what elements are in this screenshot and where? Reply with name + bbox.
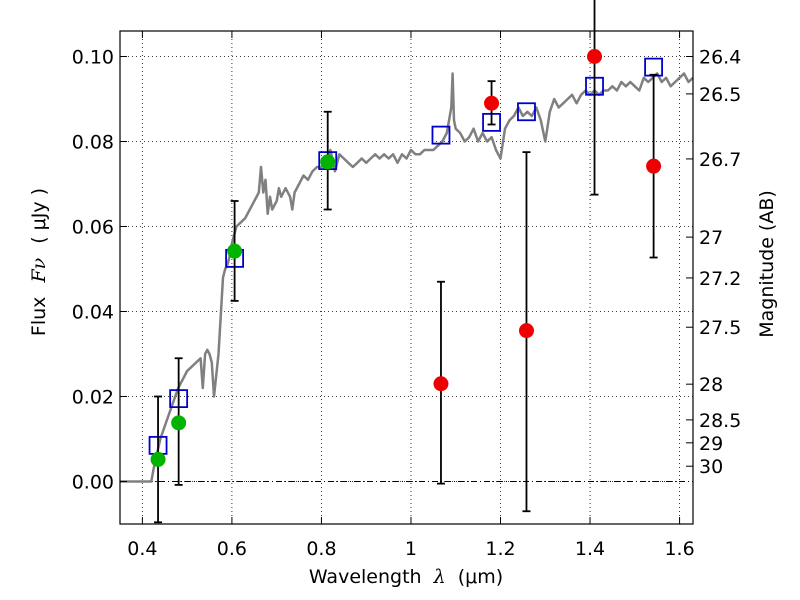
green-data-point <box>150 451 166 467</box>
right-tick-label: 28 <box>699 374 723 396</box>
right-tick-label: 27.2 <box>699 268 741 290</box>
x-tick-label: 1.6 <box>664 538 694 560</box>
x-tick-label: 0.6 <box>217 538 247 560</box>
red-data-point <box>646 158 662 174</box>
photometry-points-layer <box>150 49 662 467</box>
red-data-point <box>484 95 500 111</box>
right-tick-label: 26.5 <box>699 84 741 106</box>
model-photometry-square <box>517 102 536 122</box>
red-data-point <box>433 376 449 392</box>
right-tick-label: 26.4 <box>699 47 741 69</box>
y-tick-label: 0.06 <box>72 217 114 239</box>
right-tick-label: 28.5 <box>699 410 741 432</box>
y-axis-label-symbol: Fν <box>28 257 50 283</box>
y-tick-label: 0.04 <box>72 302 114 324</box>
x-axis-label-symbol: λ <box>433 566 446 588</box>
red-data-point <box>518 323 534 339</box>
plot-frame <box>119 30 694 525</box>
right-tick-label: 27.5 <box>699 317 741 339</box>
model-photometry-square <box>431 125 451 145</box>
green-data-point <box>171 415 187 431</box>
green-data-point <box>227 243 243 259</box>
right-tick-label: 29 <box>699 433 723 455</box>
y-tick-label: 0.10 <box>72 47 114 69</box>
x-tick-label: 1.2 <box>485 538 515 560</box>
grid-lines <box>120 31 693 524</box>
right-tick-label: 30 <box>699 456 723 478</box>
y-tick-label: 0.00 <box>72 472 114 494</box>
model-sed-layer <box>120 72 694 483</box>
x-axis-label-text: Wavelength <box>309 566 422 588</box>
x-tick-label: 0.4 <box>127 538 157 560</box>
model-photometry-layer <box>148 57 664 455</box>
y-axis-label: Flux Fν ( μJy ) <box>28 188 50 336</box>
y-axis-label-units: ( μJy ) <box>28 188 50 244</box>
x-tick-label: 1.4 <box>575 538 605 560</box>
right-tick-label: 26.7 <box>699 149 741 171</box>
x-axis-label: Wavelength λ (μm) <box>309 566 503 588</box>
green-data-point <box>320 154 336 170</box>
x-tick-label: 0.8 <box>306 538 336 560</box>
right-axis-label: Magnitude (AB) <box>756 190 778 338</box>
axis-ticks: 0.4 0.6 0.8 1 1.2 1.4 1.6 0.00 0.02 0.04 0.06 0.08 0… <box>72 31 741 560</box>
y-axis-label-text: Flux <box>28 297 50 337</box>
x-tick-label: 1 <box>405 538 417 560</box>
model-sed-line <box>120 72 694 483</box>
red-data-point <box>587 49 603 64</box>
model-photometry-square <box>644 57 664 77</box>
y-tick-label: 0.08 <box>72 132 114 154</box>
x-axis-label-units: (μm) <box>458 566 503 588</box>
y-tick-label: 0.02 <box>72 387 114 409</box>
right-tick-label: 27 <box>699 227 723 249</box>
